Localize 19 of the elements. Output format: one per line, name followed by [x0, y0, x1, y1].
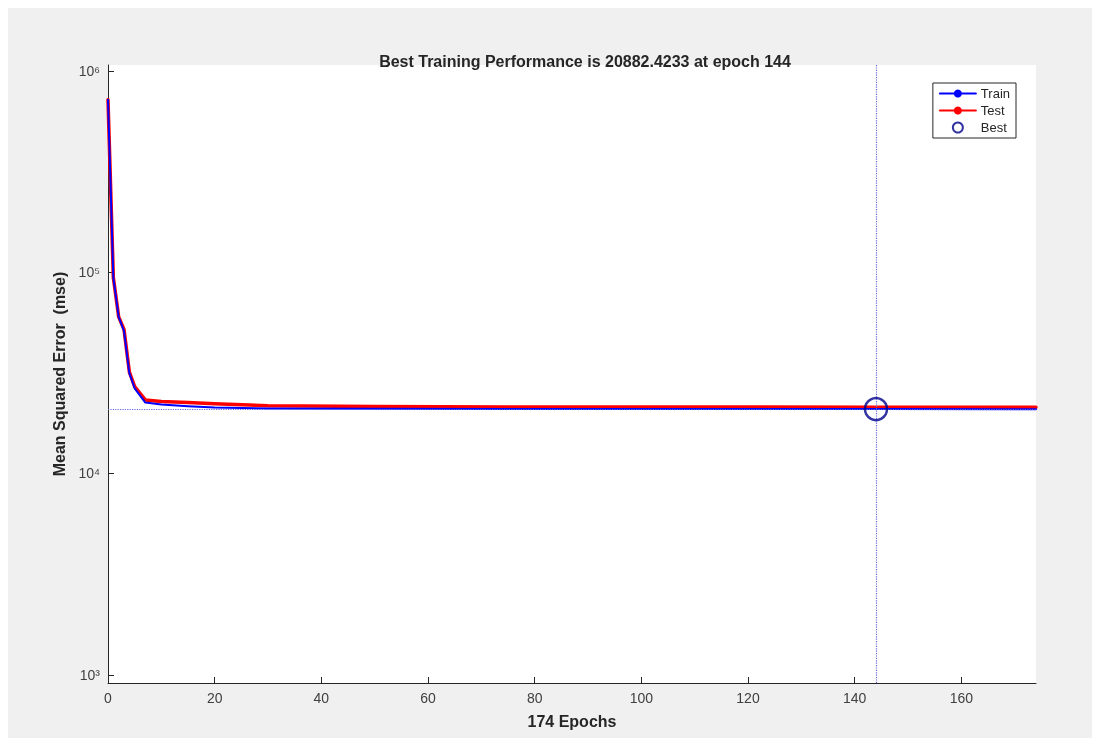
- legend-label: Best: [980, 120, 1008, 135]
- legend-label: Train: [980, 86, 1010, 101]
- chart-title: Best Training Performance is 20882.4233 at epoch 144: [379, 52, 791, 70]
- y-tick-label: 10⁵: [78, 264, 100, 281]
- x-tick-label: 120: [736, 690, 760, 706]
- y-tick-label: 10⁴: [78, 465, 100, 482]
- y-axis-title: Mean Squared Error (mse): [51, 271, 69, 477]
- legend-label: Test: [980, 103, 1006, 118]
- x-tick-label: 40: [313, 690, 330, 706]
- x-tick-label: 60: [420, 690, 436, 706]
- x-tick-label: 100: [629, 690, 654, 706]
- x-tick-label: 160: [949, 690, 974, 706]
- x-tick-label: 0: [104, 690, 113, 706]
- y-tick-label: 10⁶: [78, 62, 100, 79]
- x-axis-title: 174 Epochs: [527, 712, 617, 730]
- y-tick-label: 10³: [79, 666, 101, 683]
- x-tick-label: 80: [526, 690, 543, 706]
- x-tick-label: 20: [206, 690, 223, 706]
- x-tick-label: 140: [842, 690, 867, 706]
